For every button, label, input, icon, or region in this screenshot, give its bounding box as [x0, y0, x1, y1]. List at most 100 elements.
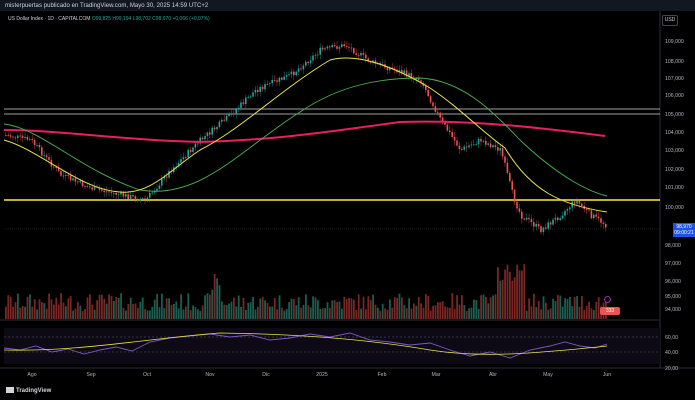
candle-body — [391, 67, 393, 69]
volume-bar — [173, 303, 175, 319]
volume-bar — [261, 296, 264, 319]
volume-bar — [269, 306, 271, 319]
volume-bar — [36, 309, 38, 319]
candle-body — [165, 176, 168, 178]
candle-body — [225, 115, 228, 121]
volume-bar — [33, 299, 36, 319]
volume-bar — [432, 305, 434, 319]
volume-bar — [127, 303, 130, 319]
candle-body — [585, 208, 588, 210]
price-axis-label: 95,000 — [665, 294, 681, 300]
candle-body — [48, 157, 50, 160]
candle-body — [489, 143, 492, 148]
candle-body — [444, 121, 446, 125]
candle-body — [482, 140, 485, 142]
candle-body — [535, 224, 537, 227]
candle-body — [103, 190, 105, 193]
candle-body — [369, 61, 372, 63]
rsi-ma-line — [3, 332, 608, 355]
candle-body — [410, 73, 413, 78]
candle-body — [360, 52, 362, 56]
volume-bar — [276, 309, 278, 319]
candle-body — [101, 189, 103, 191]
symbol-legend[interactable]: US Dollar Index · 1D · CAPITALCOM O99,82… — [8, 16, 210, 22]
volume-bar — [401, 297, 403, 319]
candle-body — [180, 159, 182, 163]
currency-button[interactable]: USD — [662, 15, 678, 26]
candle-body — [41, 147, 43, 156]
price-axis-label: 94,000 — [665, 307, 681, 313]
candle-body — [605, 224, 607, 228]
candle-body — [60, 171, 62, 176]
price-axis-label: 96,000 — [665, 279, 681, 285]
volume-bar — [480, 295, 482, 319]
price-axis-label: 109,000 — [665, 39, 684, 45]
volume-bar — [489, 297, 492, 319]
volume-bar — [372, 294, 374, 319]
candle-body — [345, 46, 348, 47]
price-axis-label: 108,000 — [665, 59, 684, 65]
volume-bar — [225, 305, 228, 319]
volume-bar — [487, 303, 490, 319]
volume-bar — [72, 310, 74, 319]
volume-bar — [218, 285, 221, 319]
candle-body — [14, 137, 17, 139]
volume-bar — [93, 309, 96, 319]
volume-bar — [542, 296, 545, 319]
candle-body — [353, 48, 355, 54]
candle-body — [5, 135, 7, 136]
volume-bar — [5, 306, 7, 319]
time-axis-label: Jun — [603, 372, 611, 378]
volume-bar — [463, 305, 466, 319]
candle-body — [314, 54, 317, 56]
volume-bar — [249, 302, 252, 319]
volume-bar — [506, 264, 509, 319]
volume-bar — [434, 305, 437, 319]
volume-bar — [429, 310, 432, 319]
volume-bar — [285, 308, 288, 319]
volume-bar — [170, 304, 173, 319]
candle-body — [36, 145, 38, 146]
volume-bar — [175, 301, 178, 319]
volume-bar — [333, 300, 336, 319]
volume-bar — [192, 305, 194, 319]
candle-body — [432, 102, 434, 107]
price-axis-label: 97,000 — [665, 261, 681, 267]
volume-bar — [45, 308, 48, 319]
candle-body — [566, 209, 569, 211]
time-axis-label: Ago — [27, 372, 36, 378]
candle-body — [204, 136, 206, 140]
candle-body — [439, 112, 441, 118]
candle-body — [465, 146, 468, 148]
volume-bar — [12, 306, 14, 319]
volume-bar — [293, 299, 295, 319]
volume-bar — [535, 307, 538, 319]
candle-body — [470, 144, 473, 146]
volume-bar — [132, 303, 134, 319]
volume-bar — [209, 294, 211, 319]
candle-body — [564, 210, 566, 216]
volume-bar — [199, 310, 202, 319]
candle-body — [427, 89, 429, 97]
candle-body — [300, 68, 302, 70]
candle-body — [29, 138, 31, 140]
volume-bar — [177, 308, 180, 319]
volume-bar — [360, 308, 362, 319]
volume-bar — [348, 298, 350, 319]
candle-body — [177, 162, 180, 167]
price-axis-label: 103,000 — [665, 148, 684, 154]
candle-body — [72, 178, 74, 181]
alert-icon[interactable] — [604, 296, 611, 303]
candle-body — [132, 195, 134, 197]
volume-bar — [566, 299, 569, 319]
candle-body — [602, 222, 605, 225]
candle-body — [281, 77, 283, 80]
sma-50-line — [3, 77, 608, 197]
candle-body — [182, 157, 185, 160]
volume-bar — [549, 308, 552, 319]
volume-bar — [427, 296, 430, 319]
candle-body — [74, 178, 77, 182]
volume-bar — [26, 297, 29, 319]
volume-bar — [41, 302, 43, 319]
